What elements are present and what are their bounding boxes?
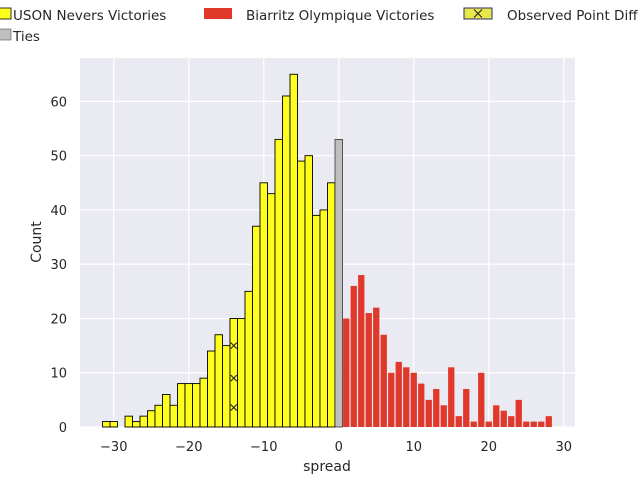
uson-bar xyxy=(274,138,283,428)
x-axis-label: spread xyxy=(303,459,351,475)
biarritz-bar xyxy=(365,313,372,427)
legend-label: Ties xyxy=(12,29,40,45)
biarritz-bar xyxy=(380,334,387,427)
x-tick-label: −10 xyxy=(250,440,277,455)
biarritz-bar xyxy=(515,399,522,427)
biarritz-bar xyxy=(440,405,447,427)
biarritz-bar xyxy=(538,421,545,427)
y-tick-label: 20 xyxy=(50,312,67,327)
uson-bar xyxy=(297,160,306,428)
uson-bar xyxy=(154,404,163,428)
y-tick-label: 0 xyxy=(59,421,67,436)
legend-label: Biarritz Olympique Victories xyxy=(246,8,434,24)
legend-label: USON Nevers Victories xyxy=(13,8,166,24)
legend: USON Nevers Victories Biarritz Olympique … xyxy=(0,7,638,45)
biarritz-bar xyxy=(350,285,357,427)
x-tick-label: 30 xyxy=(555,440,572,455)
histogram-bars xyxy=(102,73,552,428)
biarritz-bar xyxy=(463,389,470,427)
uson-bar xyxy=(132,421,141,428)
legend-hatch-mark xyxy=(473,9,483,18)
x-tick-label: −30 xyxy=(100,440,127,455)
y-tick-label: 60 xyxy=(50,95,67,110)
observed-hatch-mark xyxy=(230,374,238,382)
biarritz-bar xyxy=(470,421,477,427)
y-tick-label: 30 xyxy=(50,258,67,273)
observed-bar xyxy=(229,318,238,428)
biarritz-bar xyxy=(455,416,462,427)
biarritz-bar xyxy=(530,421,537,427)
uson-bar xyxy=(192,383,201,428)
uson-bar xyxy=(184,383,193,428)
observed-hatch-mark xyxy=(230,342,238,349)
uson-bar xyxy=(162,393,171,428)
uson-bar xyxy=(252,225,261,428)
x-tick-label: 10 xyxy=(405,440,422,455)
uson-bar xyxy=(259,182,268,428)
uson-bar xyxy=(327,182,336,428)
uson-bar xyxy=(312,214,321,428)
ties-bar xyxy=(334,139,343,428)
axis-ticks: −30 −20 −10 0 10 20 30 0 10 20 30 40 50 60 xyxy=(50,95,572,455)
biarritz-bar xyxy=(448,367,455,427)
uson-bar xyxy=(109,421,118,428)
uson-bar xyxy=(319,209,328,428)
y-tick-label: 40 xyxy=(50,204,67,219)
biarritz-bar xyxy=(500,410,507,427)
biarritz-bar xyxy=(478,372,485,427)
y-tick-label: 10 xyxy=(50,367,67,382)
biarritz-bar xyxy=(433,389,440,427)
biarritz-bar xyxy=(343,318,350,427)
y-axis-label: Count xyxy=(29,221,45,263)
biarritz-bar xyxy=(373,307,380,427)
legend-swatch-biarritz xyxy=(204,8,232,19)
legend-swatch-uson xyxy=(0,7,12,20)
biarritz-bar xyxy=(403,367,410,427)
uson-bar xyxy=(207,350,216,428)
uson-bar xyxy=(267,193,276,428)
uson-bar xyxy=(222,345,231,428)
uson-bar xyxy=(214,334,223,428)
biarritz-bar xyxy=(485,421,492,427)
biarritz-bar xyxy=(358,275,365,427)
biarritz-bar xyxy=(418,383,425,427)
x-tick-label: 0 xyxy=(335,440,343,455)
y-tick-label: 50 xyxy=(50,150,67,165)
legend-swatch-ties xyxy=(0,28,12,41)
legend-label: Observed Point Diff xyxy=(507,8,638,24)
uson-bar xyxy=(289,73,298,428)
biarritz-bar xyxy=(508,416,515,427)
x-tick-label: −20 xyxy=(175,440,202,455)
uson-bar xyxy=(237,318,246,428)
uson-bar xyxy=(169,404,178,428)
uson-bar xyxy=(139,415,148,428)
biarritz-bar xyxy=(545,416,552,427)
uson-bar xyxy=(282,95,291,428)
biarritz-bar xyxy=(410,372,417,427)
biarritz-bar xyxy=(425,399,432,427)
uson-bar xyxy=(177,383,186,428)
biarritz-bar xyxy=(395,361,402,427)
uson-bar xyxy=(124,415,133,428)
x-tick-label: 20 xyxy=(480,440,497,455)
observed-hatch-mark xyxy=(230,404,238,411)
uson-bar xyxy=(147,410,156,428)
uson-bar xyxy=(304,155,313,428)
biarritz-bar xyxy=(388,372,395,427)
uson-bar xyxy=(244,290,253,428)
uson-bar xyxy=(102,421,111,428)
biarritz-bar xyxy=(493,405,500,427)
uson-bar xyxy=(199,377,208,428)
biarritz-bar xyxy=(523,421,530,427)
